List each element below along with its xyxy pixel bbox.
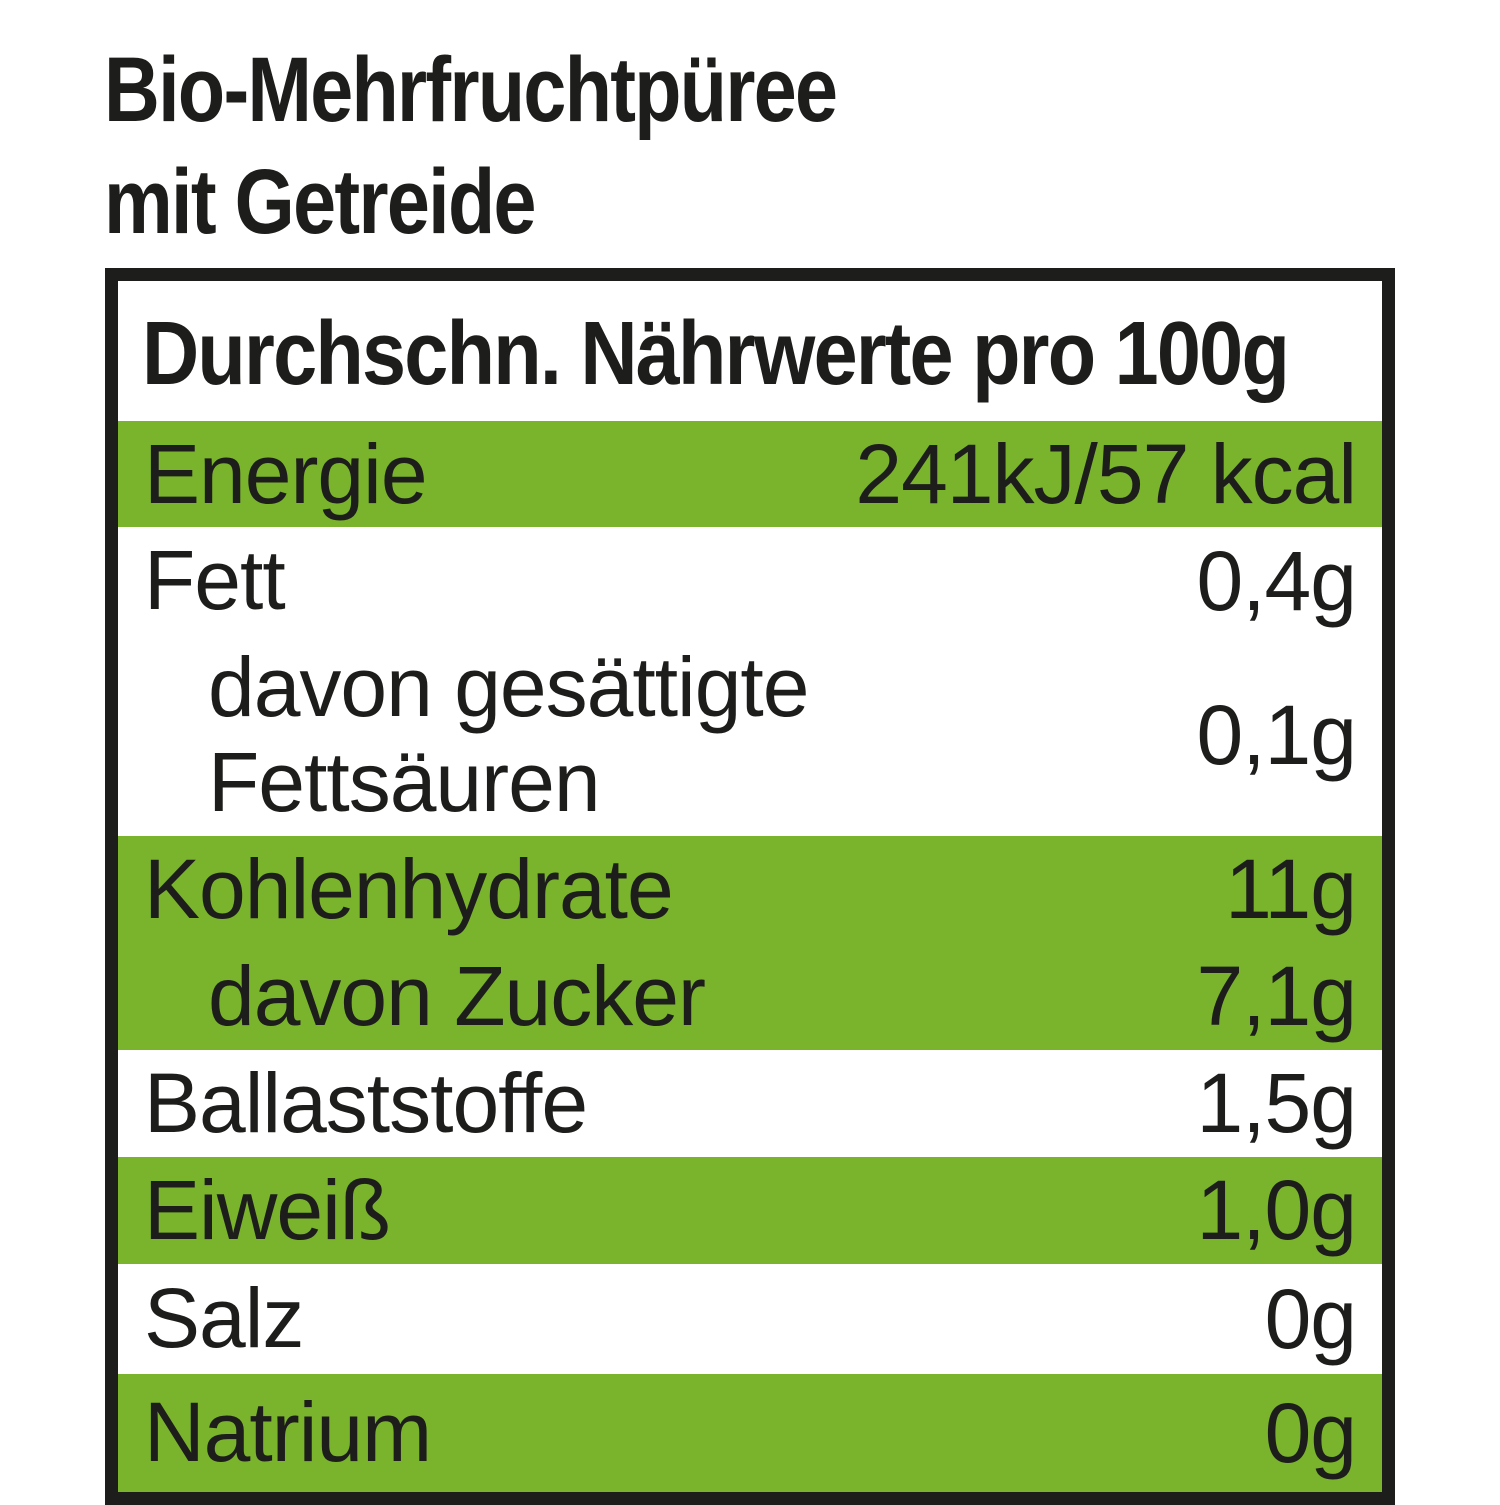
product-title: Bio-Mehrfruchtpüree mit Getreide bbox=[104, 34, 838, 258]
table-row: Fett 0,4g bbox=[118, 527, 1382, 635]
table-row: Eiweiß 1,0g bbox=[118, 1156, 1382, 1264]
table-header-text: Durchschn. Nährwerte pro 100g bbox=[142, 304, 1290, 404]
table-row: Ballaststoffe 1,5g bbox=[118, 1049, 1382, 1157]
table-row: davon gesättigte Fettsäuren 0,1g bbox=[118, 634, 1382, 837]
row-value: 0,4g bbox=[1196, 533, 1357, 628]
row-label: davon gesättigte Fettsäuren bbox=[208, 640, 809, 830]
table-header: Durchschn. Nährwerte pro 100g bbox=[118, 281, 1382, 421]
table-row: Natrium 0g bbox=[118, 1373, 1382, 1492]
row-value: 1,5g bbox=[1196, 1056, 1357, 1151]
product-title-line1: Bio-Mehrfruchtpüree bbox=[104, 39, 838, 141]
table-row: Energie 241kJ/57 kcal bbox=[118, 420, 1382, 528]
row-label: Natrium bbox=[144, 1385, 432, 1480]
product-title-line2: mit Getreide bbox=[104, 151, 536, 254]
row-label: Kohlenhydrate bbox=[144, 842, 674, 937]
row-label: Energie bbox=[144, 426, 428, 521]
row-label: Salz bbox=[144, 1271, 304, 1366]
row-label: Ballaststoffe bbox=[144, 1055, 588, 1150]
row-value: 1,0g bbox=[1196, 1163, 1357, 1258]
table-row: davon Zucker 7,1g bbox=[118, 943, 1382, 1050]
table-body: Energie 241kJ/57 kcal Fett 0,4g davon gesätt… bbox=[118, 420, 1382, 1492]
row-value: 0g bbox=[1264, 1385, 1357, 1480]
row-value: 11g bbox=[1225, 842, 1357, 937]
row-value: 241kJ/57 kcal bbox=[855, 426, 1357, 521]
nutrition-table: Durchschn. Nährwerte pro 100g Energie 241… bbox=[105, 268, 1395, 1505]
row-label: Fett bbox=[144, 533, 286, 628]
row-value: 0,1g bbox=[1196, 688, 1357, 783]
table-row: Kohlenhydrate 11g bbox=[118, 836, 1382, 944]
table-row: Salz 0g bbox=[118, 1263, 1382, 1374]
row-label: Eiweiß bbox=[144, 1162, 391, 1257]
row-label: davon Zucker bbox=[208, 949, 706, 1044]
row-value: 7,1g bbox=[1196, 949, 1357, 1044]
row-value: 0g bbox=[1264, 1271, 1357, 1366]
